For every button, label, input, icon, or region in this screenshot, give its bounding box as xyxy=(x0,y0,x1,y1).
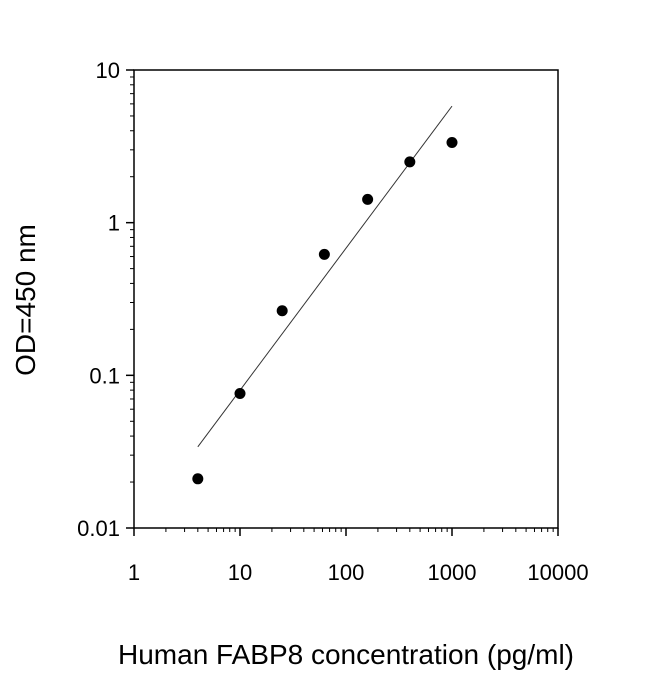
data-point xyxy=(276,305,288,317)
plot-area-border xyxy=(133,69,559,529)
y-axis-ticks: 0.01 0.1 1 10 xyxy=(77,58,134,541)
data-points xyxy=(192,137,458,485)
y-tick-label: 1 xyxy=(108,211,120,236)
data-point xyxy=(318,248,330,260)
y-tick-label: 10 xyxy=(96,58,120,83)
data-point xyxy=(404,156,416,168)
y-tick-label: 0.1 xyxy=(89,363,120,388)
x-tick-label: 100 xyxy=(328,560,365,585)
data-point xyxy=(446,137,458,149)
x-axis-ticks: 1 10 100 1000 10000 xyxy=(128,528,589,585)
x-tick-label: 1000 xyxy=(428,560,477,585)
x-axis-title: Human FABP8 concentration (pg/ml) xyxy=(118,639,574,670)
y-axis-title: OD=450 nm xyxy=(10,224,41,376)
data-point xyxy=(362,193,374,205)
x-tick-label: 1 xyxy=(128,560,140,585)
data-point xyxy=(234,388,246,400)
plot-frame xyxy=(133,69,559,529)
y-tick-label: 0.01 xyxy=(77,516,120,541)
x-tick-label: 10000 xyxy=(527,560,588,585)
x-tick-label: 10 xyxy=(228,560,252,585)
data-point xyxy=(192,473,204,485)
